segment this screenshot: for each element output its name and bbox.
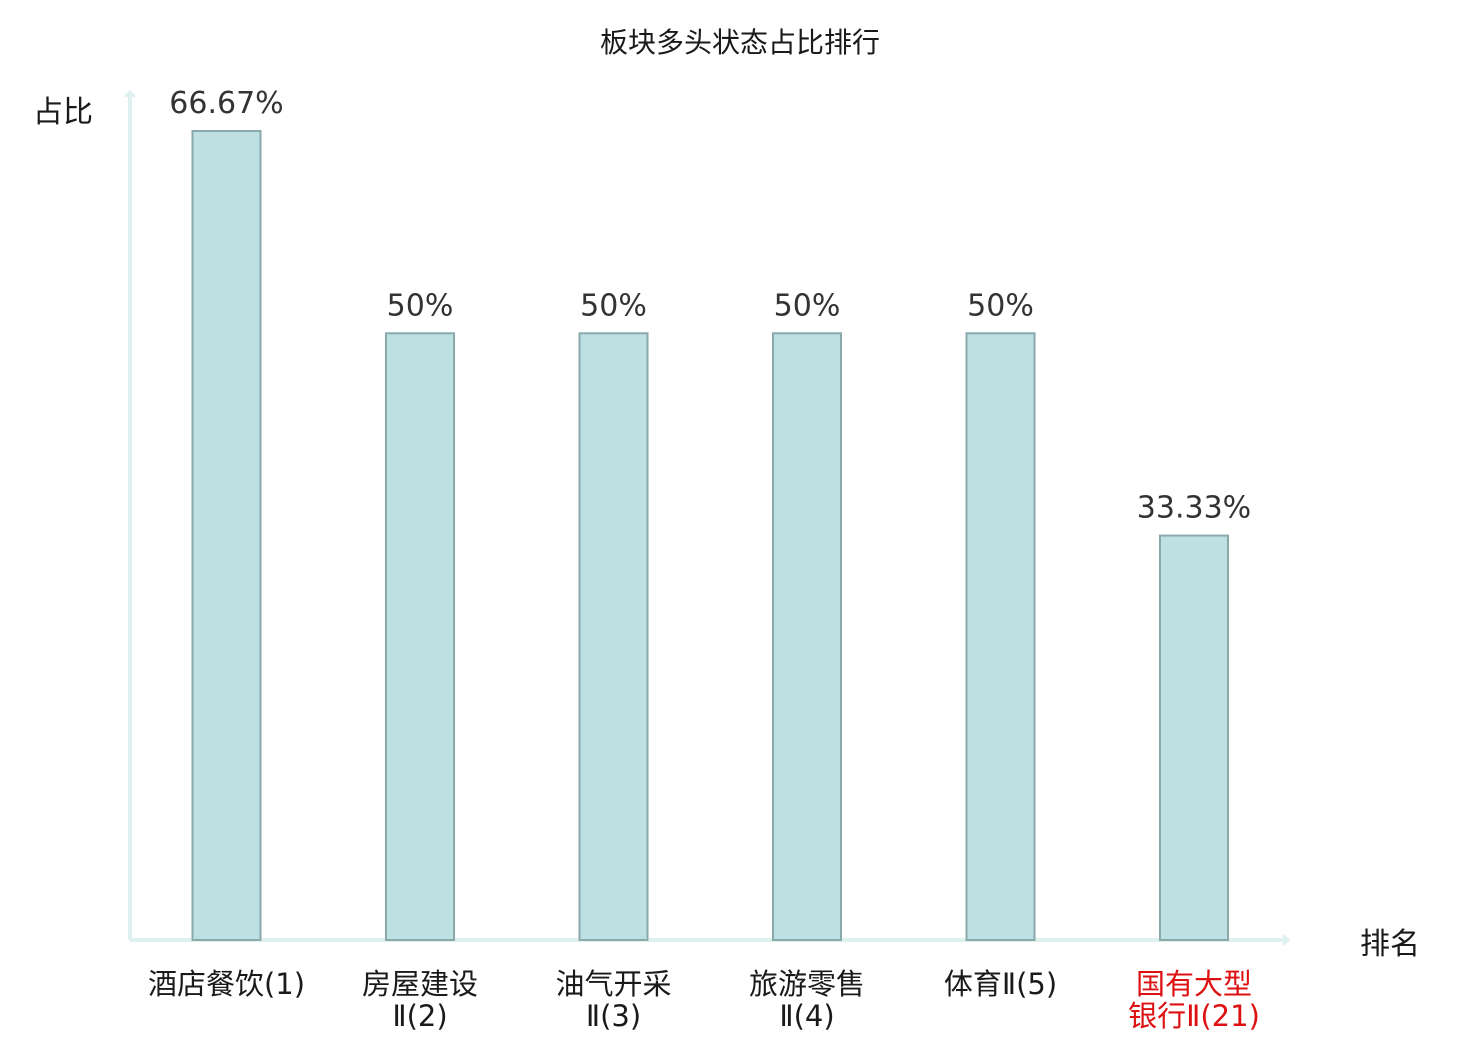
category-label-1: 酒店餐饮(1) [148, 967, 305, 1001]
category-label-4: 旅游零售 Ⅱ(4) [749, 967, 865, 1033]
category-label-line: 油气开采 [555, 967, 671, 1001]
bars-group: 66.67% 酒店餐饮(1) 50% 房屋建设 Ⅱ(2) 50% 油气开采 Ⅱ(3) 50% 旅游… [148, 86, 1260, 1033]
category-label-5: 体育Ⅱ(5) [944, 967, 1057, 1001]
bar-1 [191, 130, 262, 941]
bar-3 [578, 332, 649, 941]
bar-2 [385, 332, 455, 941]
category-label-line: 旅游零售 [749, 967, 865, 1001]
value-label-2: 50% [387, 288, 454, 323]
category-label-line: 国有大型 [1136, 967, 1252, 1001]
category-label-line: Ⅱ(4) [779, 999, 834, 1033]
category-label-2: 房屋建设 Ⅱ(2) [362, 967, 478, 1033]
chart-title: 板块多头状态占比排行 [600, 26, 880, 59]
category-label-line: Ⅱ(2) [392, 999, 447, 1033]
value-label-6: 33.33% [1137, 491, 1251, 526]
category-label-6: 国有大型银行Ⅱ(21) [1128, 967, 1260, 1033]
value-label-3: 50% [580, 288, 647, 323]
category-label-line: 酒店餐饮(1) [148, 967, 305, 1001]
bar-4 [772, 332, 842, 941]
bar-5 [965, 332, 1036, 941]
bar-6 [1159, 534, 1229, 941]
category-label-line: 房屋建设 [362, 967, 478, 1001]
value-label-4: 50% [774, 288, 841, 323]
y-axis-label: 占比 [33, 95, 93, 130]
category-label-3: 油气开采 Ⅱ(3) [555, 967, 671, 1033]
value-label-1: 66.67% [169, 86, 283, 121]
category-label-line: 银行Ⅱ(21) [1128, 999, 1260, 1033]
category-label-line: Ⅱ(3) [586, 999, 641, 1033]
value-label-5: 50% [967, 288, 1034, 323]
x-axis-label: 排名 [1360, 927, 1420, 962]
category-label-line: 体育Ⅱ(5) [944, 967, 1057, 1001]
